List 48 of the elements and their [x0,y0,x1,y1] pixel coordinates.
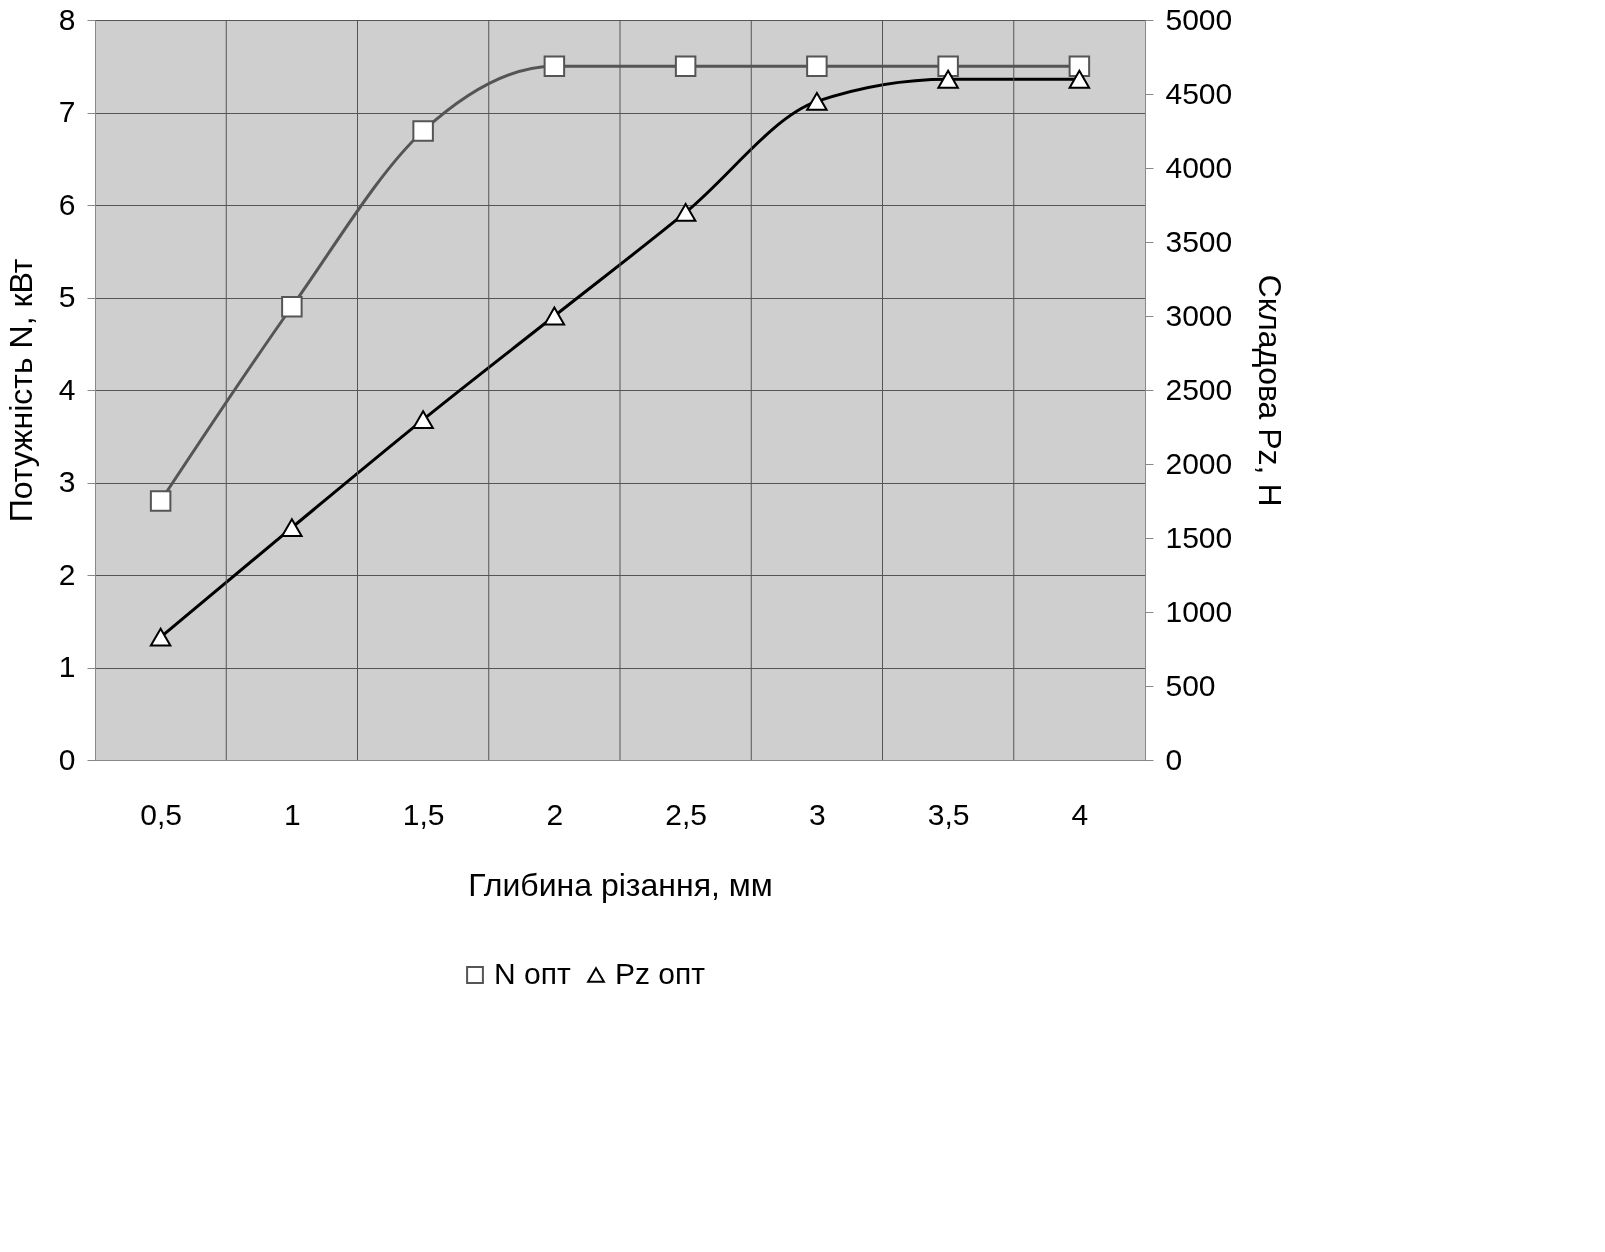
y2-tick-label: 1000 [1165,594,1233,628]
point [412,410,434,430]
point [281,296,303,318]
x-tick-label: 3 [809,797,826,831]
y2-tick-label: 2000 [1165,446,1233,480]
y2-tick-label: 4000 [1165,150,1233,184]
point [1068,69,1091,89]
y2-tick-label: 1500 [1165,520,1233,554]
point [674,202,697,222]
point [674,55,697,77]
point [281,518,303,538]
x-tick-label: 2,5 [665,797,707,831]
x-tick-label: 0,5 [140,797,182,831]
point [806,91,828,111]
point [806,55,828,77]
x-axis-title: Глибина різання, мм [468,866,773,903]
y-tick-label: 4 [58,372,76,406]
y2-tick-label: 3500 [1165,224,1233,258]
y-tick-label: 6 [58,187,76,221]
y-tick-label: 7 [58,95,76,128]
x-tick-label: 3,5 [927,797,970,831]
point [412,120,434,142]
y-tick-label: 0 [58,742,76,776]
y2-axis-title: Складова Pz, Н [1252,274,1289,507]
legend-label: N опт [494,957,571,990]
y-tick-label: 1 [58,650,76,683]
point [937,69,959,89]
point [543,306,566,326]
y2-tick-label: 5000 [1165,2,1233,36]
y-axis-title: Потужність N, кВт [2,258,39,523]
y2-tick-label: 2500 [1165,372,1233,406]
point [149,627,172,647]
y2-tick-label: 3000 [1165,298,1233,332]
y2-tick-label: 4500 [1165,76,1233,110]
x-tick-label: 1,5 [402,797,445,831]
legend-label: Pz опт [615,957,706,990]
y-tick-label: 2 [58,557,76,591]
point [543,55,566,77]
y-tick-label: 3 [58,465,76,498]
point [149,490,172,512]
y2-tick-label: 0 [1165,742,1183,776]
y-tick-label: 5 [58,280,76,313]
point [937,55,959,77]
x-tick-label: 4 [1071,797,1089,831]
x-tick-label: 2 [546,797,564,831]
y-tick-label: 8 [58,2,76,36]
x-tick-label: 1 [284,797,301,831]
y2-tick-label: 500 [1165,668,1216,702]
